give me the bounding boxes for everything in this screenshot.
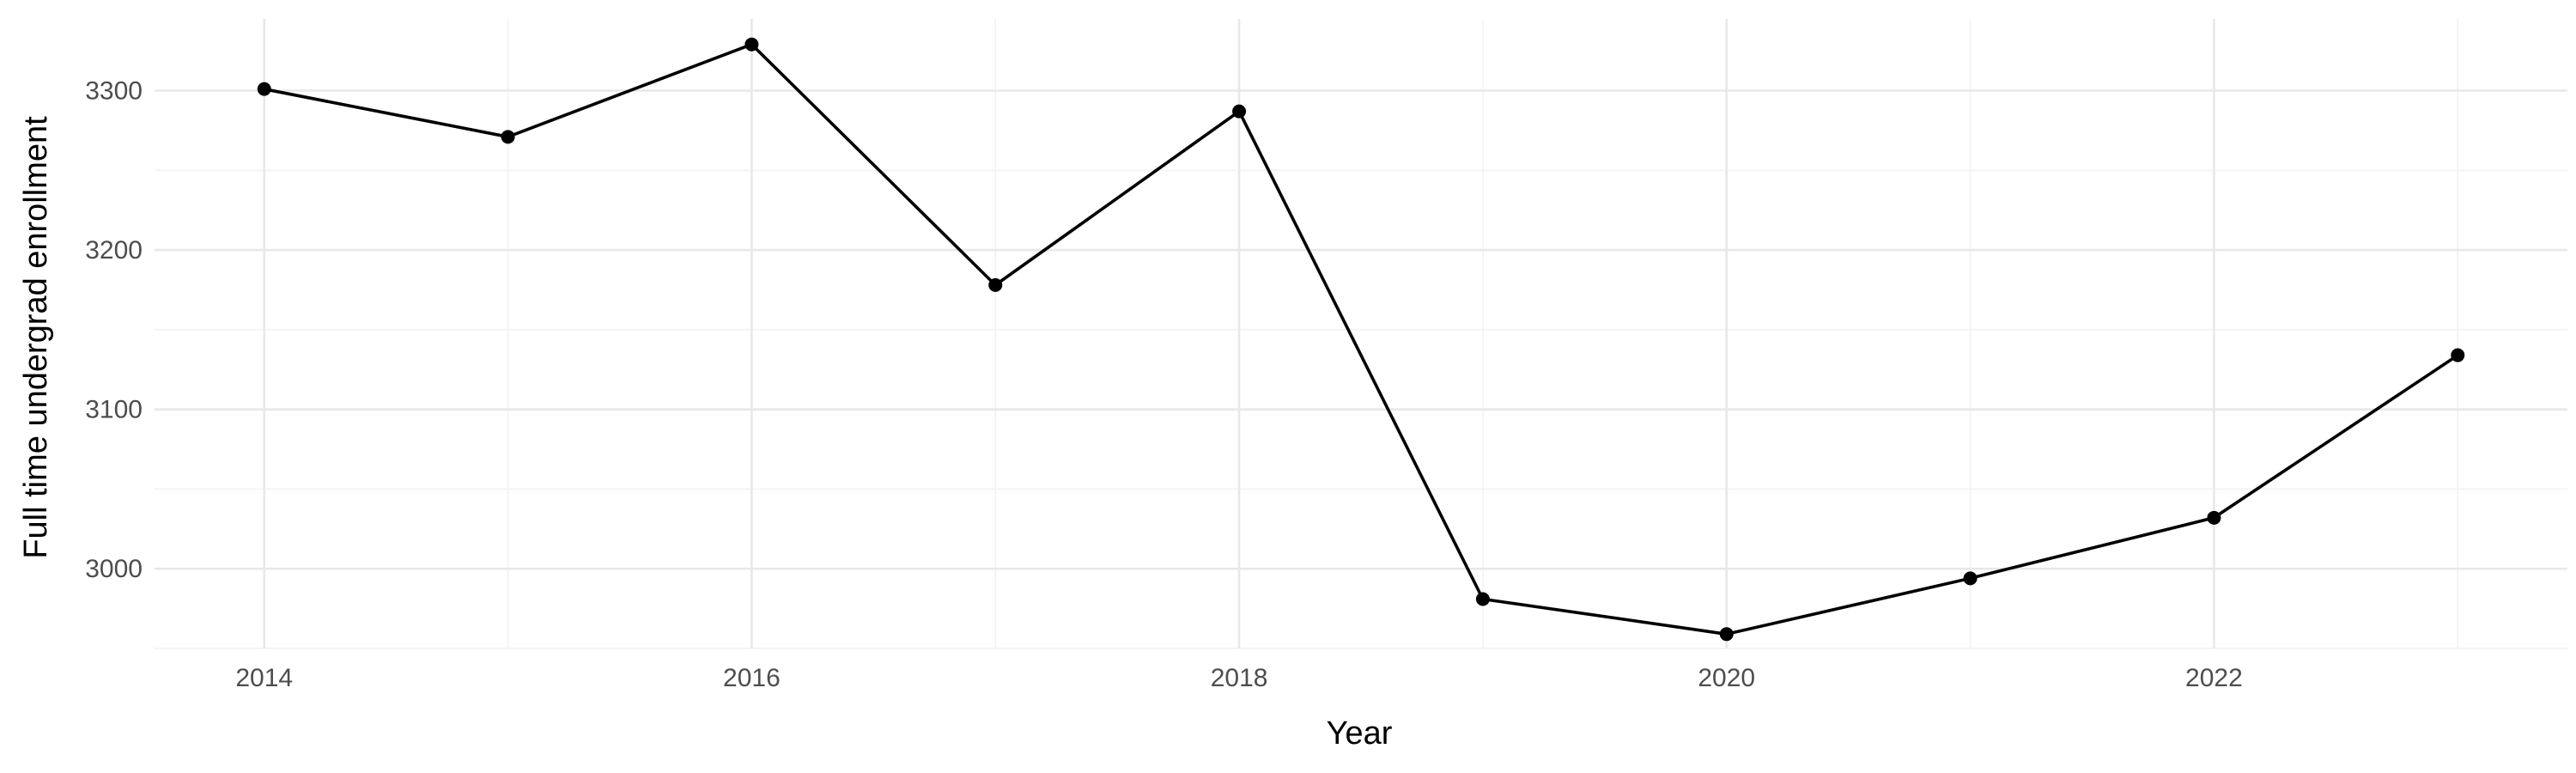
data-point (2451, 348, 2465, 362)
data-point (1232, 104, 1247, 119)
x-tick-label: 2014 (235, 664, 293, 692)
data-point (1719, 627, 1734, 642)
y-axis-title: Full time undergrad enrollment (18, 116, 54, 559)
x-tick-label: 2018 (1211, 664, 1268, 692)
grid (155, 19, 2567, 649)
y-tick-label: 3200 (85, 236, 143, 265)
y-tick-label: 3000 (85, 555, 143, 583)
data-point (501, 130, 515, 144)
x-tick-label: 2022 (2185, 664, 2243, 692)
x-axis-title: Year (1327, 715, 1393, 752)
series-line (264, 42, 2459, 636)
data-point (1963, 571, 1978, 586)
y-tick-label: 3100 (85, 396, 143, 424)
tick-labels: 3000 3100 3200 3300 2014 2016 2018 2020 2022 (85, 77, 2243, 692)
data-point (988, 277, 1003, 292)
x-tick-label: 2016 (723, 664, 781, 692)
x-tick-label: 2020 (1698, 664, 1755, 692)
data-point (744, 37, 759, 52)
y-tick-label: 3300 (85, 77, 143, 106)
data-point (1475, 592, 1490, 606)
series (257, 37, 2465, 642)
data-point (257, 82, 271, 96)
data-point (2207, 510, 2221, 525)
